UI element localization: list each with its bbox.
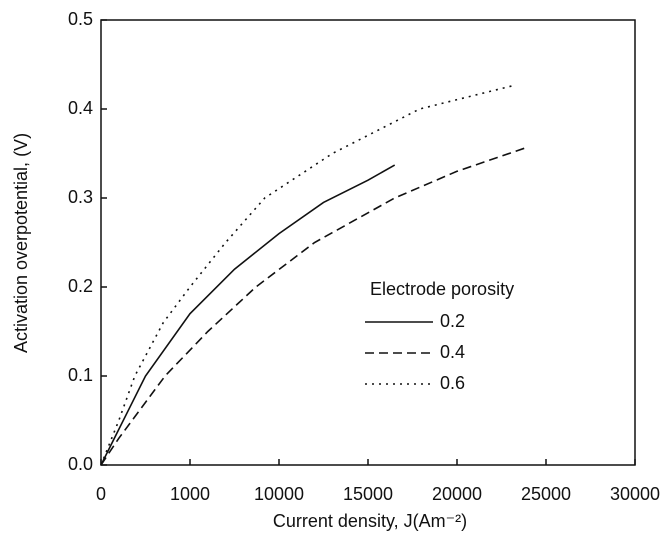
x-tick-label: 25000 (521, 484, 571, 504)
x-tick-label: 20000 (432, 484, 482, 504)
x-tick-label: 0 (96, 484, 106, 504)
y-tick-label: 0.2 (68, 276, 93, 296)
x-tick-label: 1000 (170, 484, 210, 504)
plot-frame (100, 19, 636, 466)
x-tick-label: 15000 (343, 484, 393, 504)
x-axis-label: Current density, J(Am⁻²) (273, 511, 467, 531)
y-tick-label: 0.1 (68, 365, 93, 385)
legend-label: 0.2 (440, 311, 465, 331)
series-line (100, 164, 396, 466)
legend-label: 0.6 (440, 373, 465, 393)
x-tick-label: 30000 (610, 484, 660, 504)
y-axis-label: Activation overpotential, (V) (11, 133, 31, 353)
series-line (100, 147, 525, 466)
y-tick-label: 0.3 (68, 187, 93, 207)
y-tick-label: 0.4 (68, 98, 93, 118)
series-line (100, 84, 516, 466)
y-tick-label: 0.5 (68, 9, 93, 29)
y-tick-label: 0.0 (68, 454, 93, 474)
x-tick-label: 10000 (254, 484, 304, 504)
legend-label: 0.4 (440, 342, 465, 362)
legend-title: Electrode porosity (370, 279, 514, 299)
